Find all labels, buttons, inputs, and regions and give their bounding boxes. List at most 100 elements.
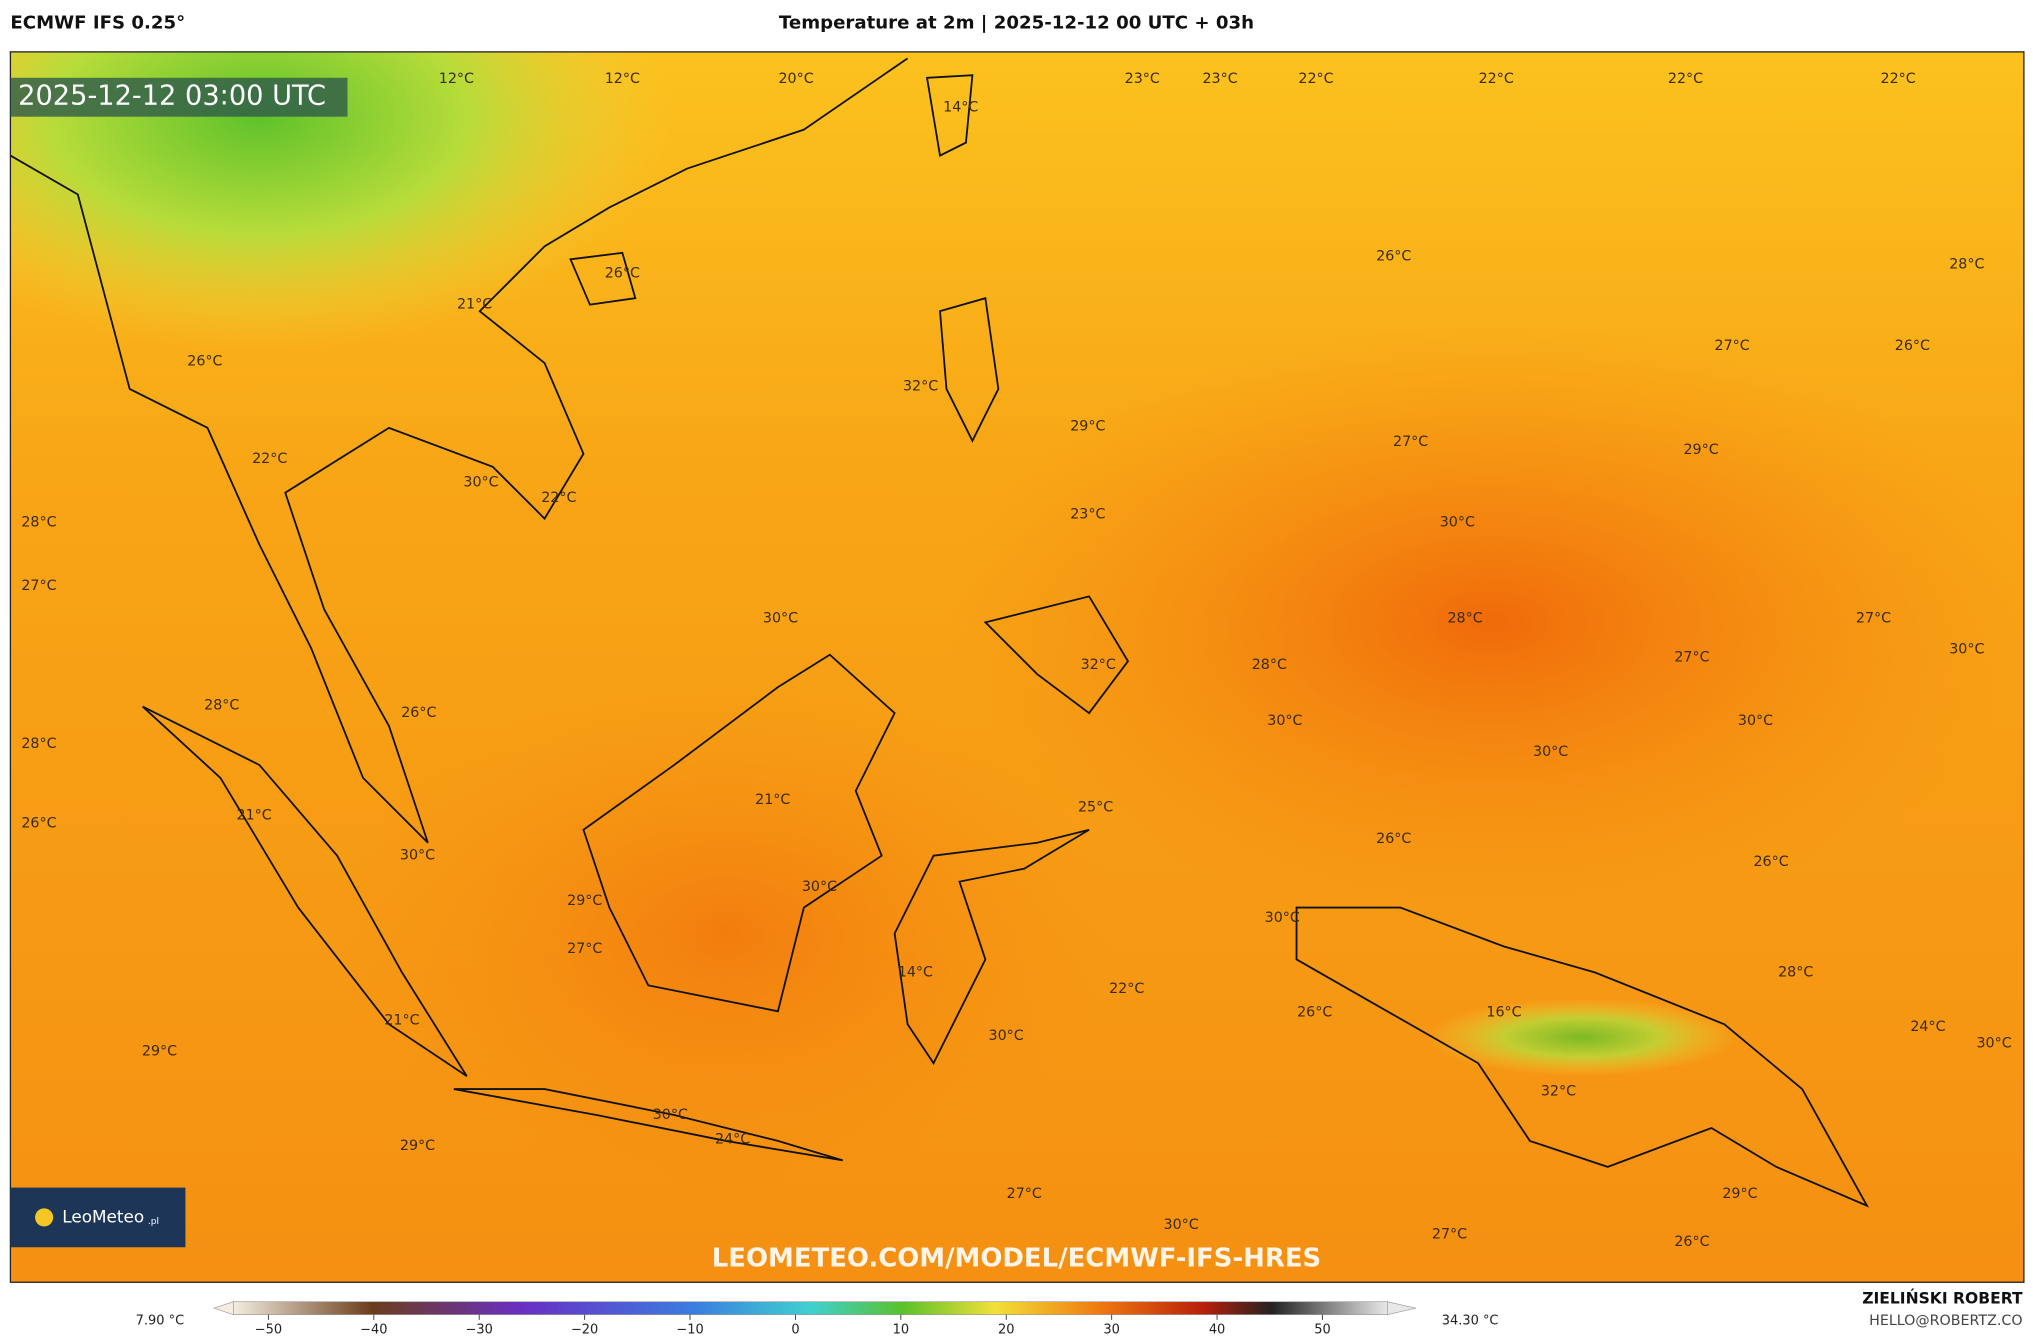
temperature-label: 26°C (1674, 1234, 1709, 1250)
temperature-label: 21°C (755, 792, 790, 808)
temperature-label: 32°C (1541, 1084, 1576, 1100)
temperature-label: 27°C (567, 941, 602, 957)
temperature-label: 12°C (605, 71, 640, 87)
colorbar-max-arrow (1386, 1301, 1416, 1316)
temperature-label: 27°C (1715, 338, 1750, 354)
temperature-label: 28°C (21, 736, 56, 752)
temperature-label: 20°C (778, 71, 813, 87)
temperature-label: 23°C (1125, 71, 1160, 87)
temperature-label: 26°C (1895, 338, 1930, 354)
temperature-label: 26°C (1297, 1005, 1332, 1021)
temperature-label: 29°C (1722, 1186, 1757, 1202)
temperature-label: 27°C (1007, 1186, 1042, 1202)
temperature-label: 30°C (463, 474, 498, 490)
temperature-label: 30°C (1267, 713, 1302, 729)
temperature-label: 27°C (1432, 1226, 1467, 1242)
temperature-labels: 12°C 12°C 20°C 23°C 23°C 22°C 22°C 22°C 22°C 14°C… (21, 71, 2011, 1250)
temperature-label: 30°C (1164, 1217, 1199, 1233)
colorbar-min-arrow (212, 1301, 234, 1316)
temperature-label: 30°C (1738, 713, 1773, 729)
temperature-label: 24°C (715, 1132, 750, 1148)
temperature-label: 28°C (1252, 657, 1287, 673)
map-area (10, 51, 2024, 1283)
colorbar-tick-label: −50 (255, 1323, 282, 1338)
temperature-label: 30°C (763, 610, 798, 626)
temperature-label: 26°C (1753, 854, 1788, 870)
temperature-label: 27°C (1393, 434, 1428, 450)
temperature-label: 26°C (605, 266, 640, 282)
temperature-label: 27°C (21, 578, 56, 594)
colorbar-tick-label: −20 (571, 1323, 598, 1338)
colorbar-min: 7.90 °C (136, 1314, 184, 1329)
temperature-label: 30°C (653, 1107, 688, 1123)
timestamp: 2025-12-12 03:00 UTC (18, 81, 326, 112)
logo: LeoMeteo (62, 1206, 144, 1226)
temperature-label: 21°C (237, 808, 272, 824)
temperature-label: 14°C (898, 964, 933, 980)
temperature-label: 22°C (1109, 981, 1144, 997)
temperature-label: 22°C (1479, 71, 1514, 87)
colorbar-tick-label: −30 (466, 1323, 493, 1338)
temperature-label: 16°C (1486, 1005, 1521, 1021)
colorbar-tick-label: 0 (791, 1323, 799, 1338)
email: HELLO@ROBERTZ.CO (1869, 1313, 2022, 1329)
colorbar-tick-label: 20 (998, 1323, 1014, 1338)
temperature-label: 28°C (21, 514, 56, 530)
temperature-label: 22°C (1668, 71, 1703, 87)
logo-sun (35, 1208, 54, 1227)
map-frame (9, 51, 2025, 1283)
temperature-label: 29°C (567, 893, 602, 909)
temperature-label: 26°C (1376, 831, 1411, 847)
logo-suffix: .pl (148, 1217, 159, 1227)
temperature-label: 22°C (1298, 71, 1333, 87)
temperature-label: 21°C (457, 297, 492, 313)
temperature-label: 28°C (1447, 610, 1482, 626)
temperature-label: 12°C (439, 71, 474, 87)
temperature-label: 30°C (989, 1028, 1024, 1044)
temperature-label: 32°C (903, 378, 938, 394)
temperature-label: 28°C (1778, 964, 1813, 980)
temperature-label: 30°C (1976, 1036, 2011, 1052)
temperature-label: 30°C (400, 848, 435, 864)
colorbar-tick-label: 40 (1209, 1323, 1225, 1338)
colorbar-tick-label: 30 (1103, 1323, 1119, 1338)
temperature-label: 30°C (802, 879, 837, 895)
colorbar (233, 1301, 1388, 1315)
temperature-label: 26°C (401, 705, 436, 721)
temperature-label: 26°C (21, 815, 56, 831)
temperature-label: 23°C (1070, 507, 1105, 523)
temperature-label: 25°C (1078, 800, 1113, 816)
watermark: LEOMETEO.COM/MODEL/ECMWF-IFS-HRES (712, 1243, 1321, 1273)
temperature-label: 30°C (1265, 910, 1300, 926)
timestamp-box (10, 77, 348, 117)
temperature-label: 29°C (142, 1043, 177, 1059)
colorbar-ticks: −50 −40 −30 −20 −10 0 10 20 30 40 50 (255, 1314, 1331, 1338)
colorbar-tick-label: −10 (676, 1323, 703, 1338)
temperature-label: 22°C (1881, 71, 1916, 87)
temperature-label: 29°C (1683, 442, 1718, 458)
temperature-label: 28°C (204, 697, 239, 713)
coastlines (10, 57, 1870, 1208)
chart-title: Temperature at 2m | 2025-12-12 00 UTC + … (779, 12, 1254, 33)
temperature-label: 32°C (1081, 657, 1116, 673)
temperature-label: 24°C (1910, 1019, 1945, 1035)
temperature-label: 23°C (1202, 71, 1237, 87)
temperature-label: 21°C (384, 1012, 419, 1028)
temperature-label: 22°C (541, 490, 576, 506)
author: ZIELIŃSKI ROBERT (1862, 1289, 2023, 1308)
temperature-label: 29°C (1070, 419, 1105, 435)
colorbar-tick-label: 50 (1314, 1323, 1330, 1338)
colorbar-tick-label: −40 (360, 1323, 387, 1338)
temperature-label: 30°C (1440, 514, 1475, 530)
temperature-label: 28°C (1949, 256, 1984, 272)
temperature-label: 27°C (1856, 610, 1891, 626)
temperature-label: 22°C (252, 451, 287, 467)
temperature-label: 26°C (1376, 249, 1411, 265)
colorbar-tick-label: 10 (893, 1323, 909, 1338)
temperature-label: 30°C (1533, 744, 1568, 760)
temperature-label: 30°C (1949, 642, 1984, 658)
temperature-label: 29°C (400, 1138, 435, 1154)
temperature-label: 14°C (943, 100, 978, 116)
